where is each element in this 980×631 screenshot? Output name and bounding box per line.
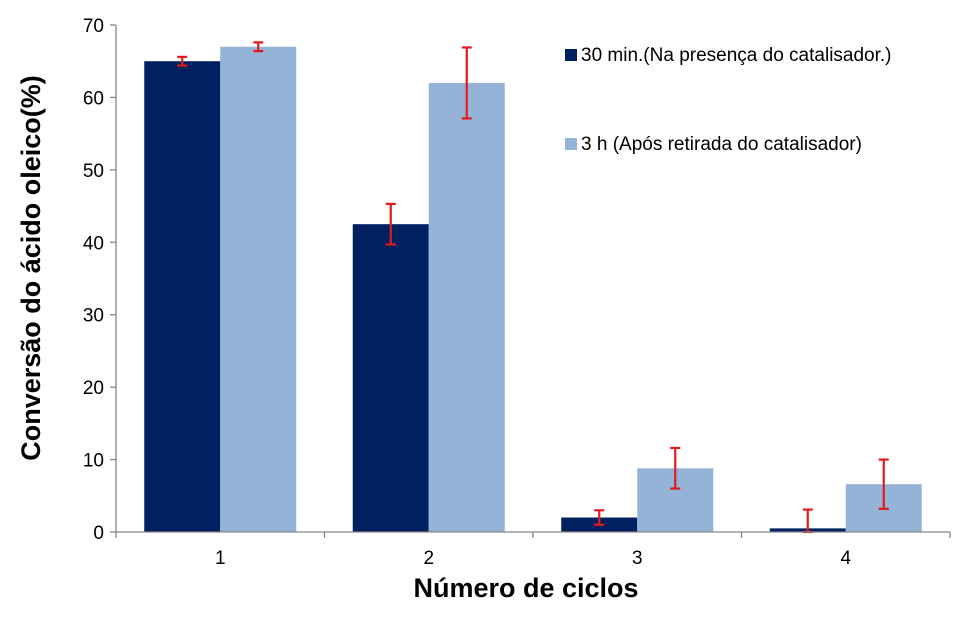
error-bar-s1-c2 xyxy=(385,202,396,246)
error-bar-s1-c3 xyxy=(594,509,605,526)
y-axis-title: Conversão do ácido oleico(%) xyxy=(16,75,46,461)
x-tick-label: 3 xyxy=(632,548,643,569)
legend: 30 min.(Na presença do catalisador.) 3 h … xyxy=(565,45,892,155)
y-tick-label: 40 xyxy=(83,233,104,254)
bar-s2-c2 xyxy=(428,82,505,532)
y-tick-label: 70 xyxy=(83,16,104,37)
x-tick-label: 2 xyxy=(423,548,434,569)
bar-s2-c1 xyxy=(220,46,297,532)
y-tick-label: 30 xyxy=(83,306,104,327)
legend-item-2: 3 h (Após retirada do catalisador) xyxy=(565,134,862,155)
y-tick-label: 60 xyxy=(83,88,104,109)
error-bar-s2-c2 xyxy=(461,46,472,120)
y-tick-label: 10 xyxy=(83,451,104,472)
legend-item-1: 30 min.(Na presença do catalisador.) xyxy=(565,45,892,66)
error-bar-s2-c4 xyxy=(878,458,889,510)
y-tick-label: 50 xyxy=(83,161,104,182)
x-axis-title: Número de ciclos xyxy=(413,573,638,603)
error-bar-s2-c3 xyxy=(670,446,681,490)
y-tick-label: 20 xyxy=(83,378,104,399)
error-bars-layer xyxy=(177,41,889,534)
bars-layer xyxy=(144,46,922,532)
legend-swatch xyxy=(565,49,577,61)
legend-swatch xyxy=(565,138,577,150)
y-tick-label: 0 xyxy=(93,523,104,544)
x-tick-label: 1 xyxy=(215,548,226,569)
bar-s1-c1 xyxy=(144,61,221,532)
legend-label: 30 min.(Na presença do catalisador.) xyxy=(581,45,892,66)
tick-labels-layer: 0 10 20 30 40 50 60 70 1 2 3 4 xyxy=(83,16,852,569)
error-bar-s2-c1 xyxy=(253,41,264,53)
bar-s1-c2 xyxy=(352,224,429,532)
axes-layer xyxy=(110,24,951,538)
x-tick-label: 4 xyxy=(840,548,851,569)
legend-label: 3 h (Após retirada do catalisador) xyxy=(581,134,862,155)
error-bar-s1-c1 xyxy=(177,55,188,67)
